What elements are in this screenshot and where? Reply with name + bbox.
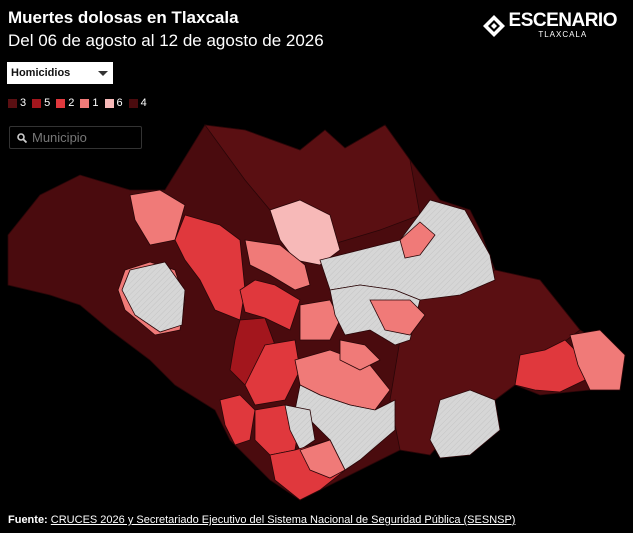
legend-label: 4 (140, 97, 147, 109)
legend-swatch (104, 98, 114, 108)
legend-item: 4 (128, 97, 147, 109)
logo-text: ESCENARIO (508, 10, 618, 31)
search-box[interactable]: Municipio (9, 126, 142, 149)
legend-swatch (128, 98, 138, 108)
legend-label: 3 (20, 97, 27, 109)
legend-swatch (8, 98, 17, 108)
legend-label: 5 (44, 97, 51, 109)
logo: ESCENARIO TLAXCALA (482, 10, 618, 39)
footer-label: Fuente: (8, 514, 48, 526)
search-placeholder: Municipio (32, 130, 87, 145)
legend-label: 2 (68, 97, 75, 109)
subtitle: Del 06 de agosto al 12 de agosto de 2026 (8, 31, 324, 50)
legend-swatch (80, 98, 90, 108)
dropdown[interactable]: Homicidios (7, 62, 113, 84)
legend-label: 1 (92, 97, 99, 109)
dropdown-value: Homicidios (11, 67, 71, 79)
legend: 3 5 2 1 6 4 (8, 97, 147, 109)
legend-item: 2 (56, 97, 74, 109)
legend-swatch (32, 98, 42, 108)
footer: Fuente: CRUCES 2026 y Secretariado Ejecu… (8, 514, 515, 526)
logo-icon (482, 14, 505, 37)
legend-item: 5 (32, 97, 50, 109)
legend-item: 1 (80, 97, 99, 109)
legend-item: 6 (104, 97, 123, 109)
legend-label: 6 (116, 97, 123, 109)
legend-item: 3 (8, 97, 26, 109)
logo-subtext: TLAXCALA (538, 30, 588, 39)
legend-swatch (56, 98, 66, 108)
title: Muertes dolosas en Tlaxcala (8, 8, 239, 27)
source-link[interactable]: CRUCES 2026 y Secretariado Ejecutivo del… (50, 514, 516, 526)
map (7, 124, 626, 501)
